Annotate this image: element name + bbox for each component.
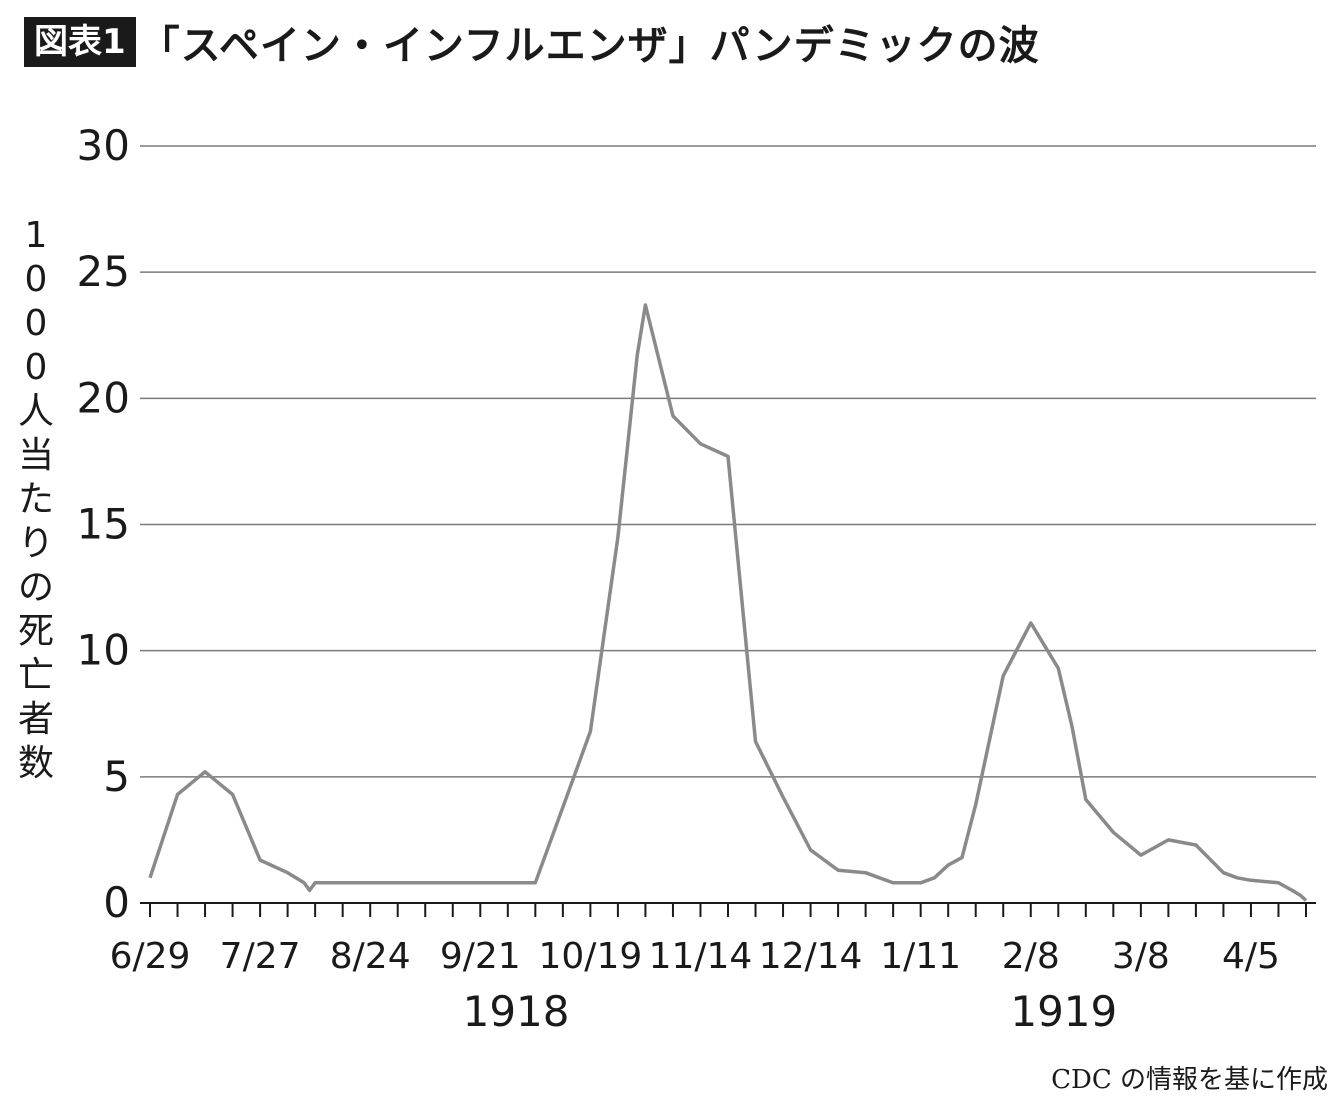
y-tick-label: 25 xyxy=(77,247,130,296)
line-chart: 0 5 10 15 20 25 30 6/29 7/27 8/24 9/21 10/19 11/14 12… xyxy=(77,121,1316,1036)
chart-header: 図表1 「スペイン・インフルエンザ」パンデミックの波 xyxy=(24,14,1040,70)
x-tick-label: 12/14 xyxy=(759,936,863,977)
y-axis-label-char: 当 xyxy=(17,435,54,476)
y-tick-label: 0 xyxy=(103,878,130,927)
x-tick-label: 10/19 xyxy=(539,936,643,977)
figure-badge: 図表1 xyxy=(24,17,136,67)
year-label: 1919 xyxy=(1010,987,1117,1036)
x-tick-label: 4/5 xyxy=(1222,936,1280,977)
y-tick-label: 15 xyxy=(77,500,130,549)
x-tick-label: 2/8 xyxy=(1002,936,1060,977)
y-axis-label-char: 0 xyxy=(24,259,48,300)
year-label: 1918 xyxy=(463,987,570,1036)
x-tick-label: 8/24 xyxy=(330,936,411,977)
x-tick-label: 7/27 xyxy=(220,936,301,977)
y-axis-label-char: 0 xyxy=(24,303,48,344)
y-axis-label-char: 0 xyxy=(24,347,48,388)
y-axis-label-char: た xyxy=(17,479,54,520)
source-note: CDC の情報を基に作成 xyxy=(1051,1065,1328,1095)
x-tick-label: 1/11 xyxy=(880,936,961,977)
x-tick-label: 6/29 xyxy=(110,936,191,977)
y-tick-label: 5 xyxy=(103,752,130,801)
y-axis-label-char: 者 xyxy=(17,699,54,740)
chart-title: 「スペイン・インフルエンザ」パンデミックの波 xyxy=(139,23,1040,69)
y-axis-label-char: 死 xyxy=(17,611,54,652)
x-tick-label: 11/14 xyxy=(649,936,753,977)
x-tick-label: 9/21 xyxy=(440,936,521,977)
y-tick-label: 20 xyxy=(77,373,130,422)
y-tick-label: 30 xyxy=(77,121,130,170)
y-axis-label-char: 1 xyxy=(24,215,48,256)
y-axis-label-char: 人 xyxy=(17,391,54,432)
y-axis-label-char: 亡 xyxy=(17,655,54,696)
y-axis-label-char: の xyxy=(17,567,54,608)
y-axis-label-char: り xyxy=(17,523,54,564)
x-tick-label: 3/8 xyxy=(1112,936,1170,977)
y-axis-label-char: 数 xyxy=(17,743,54,784)
series-line xyxy=(148,303,1308,902)
y-tick-label: 10 xyxy=(77,626,130,675)
